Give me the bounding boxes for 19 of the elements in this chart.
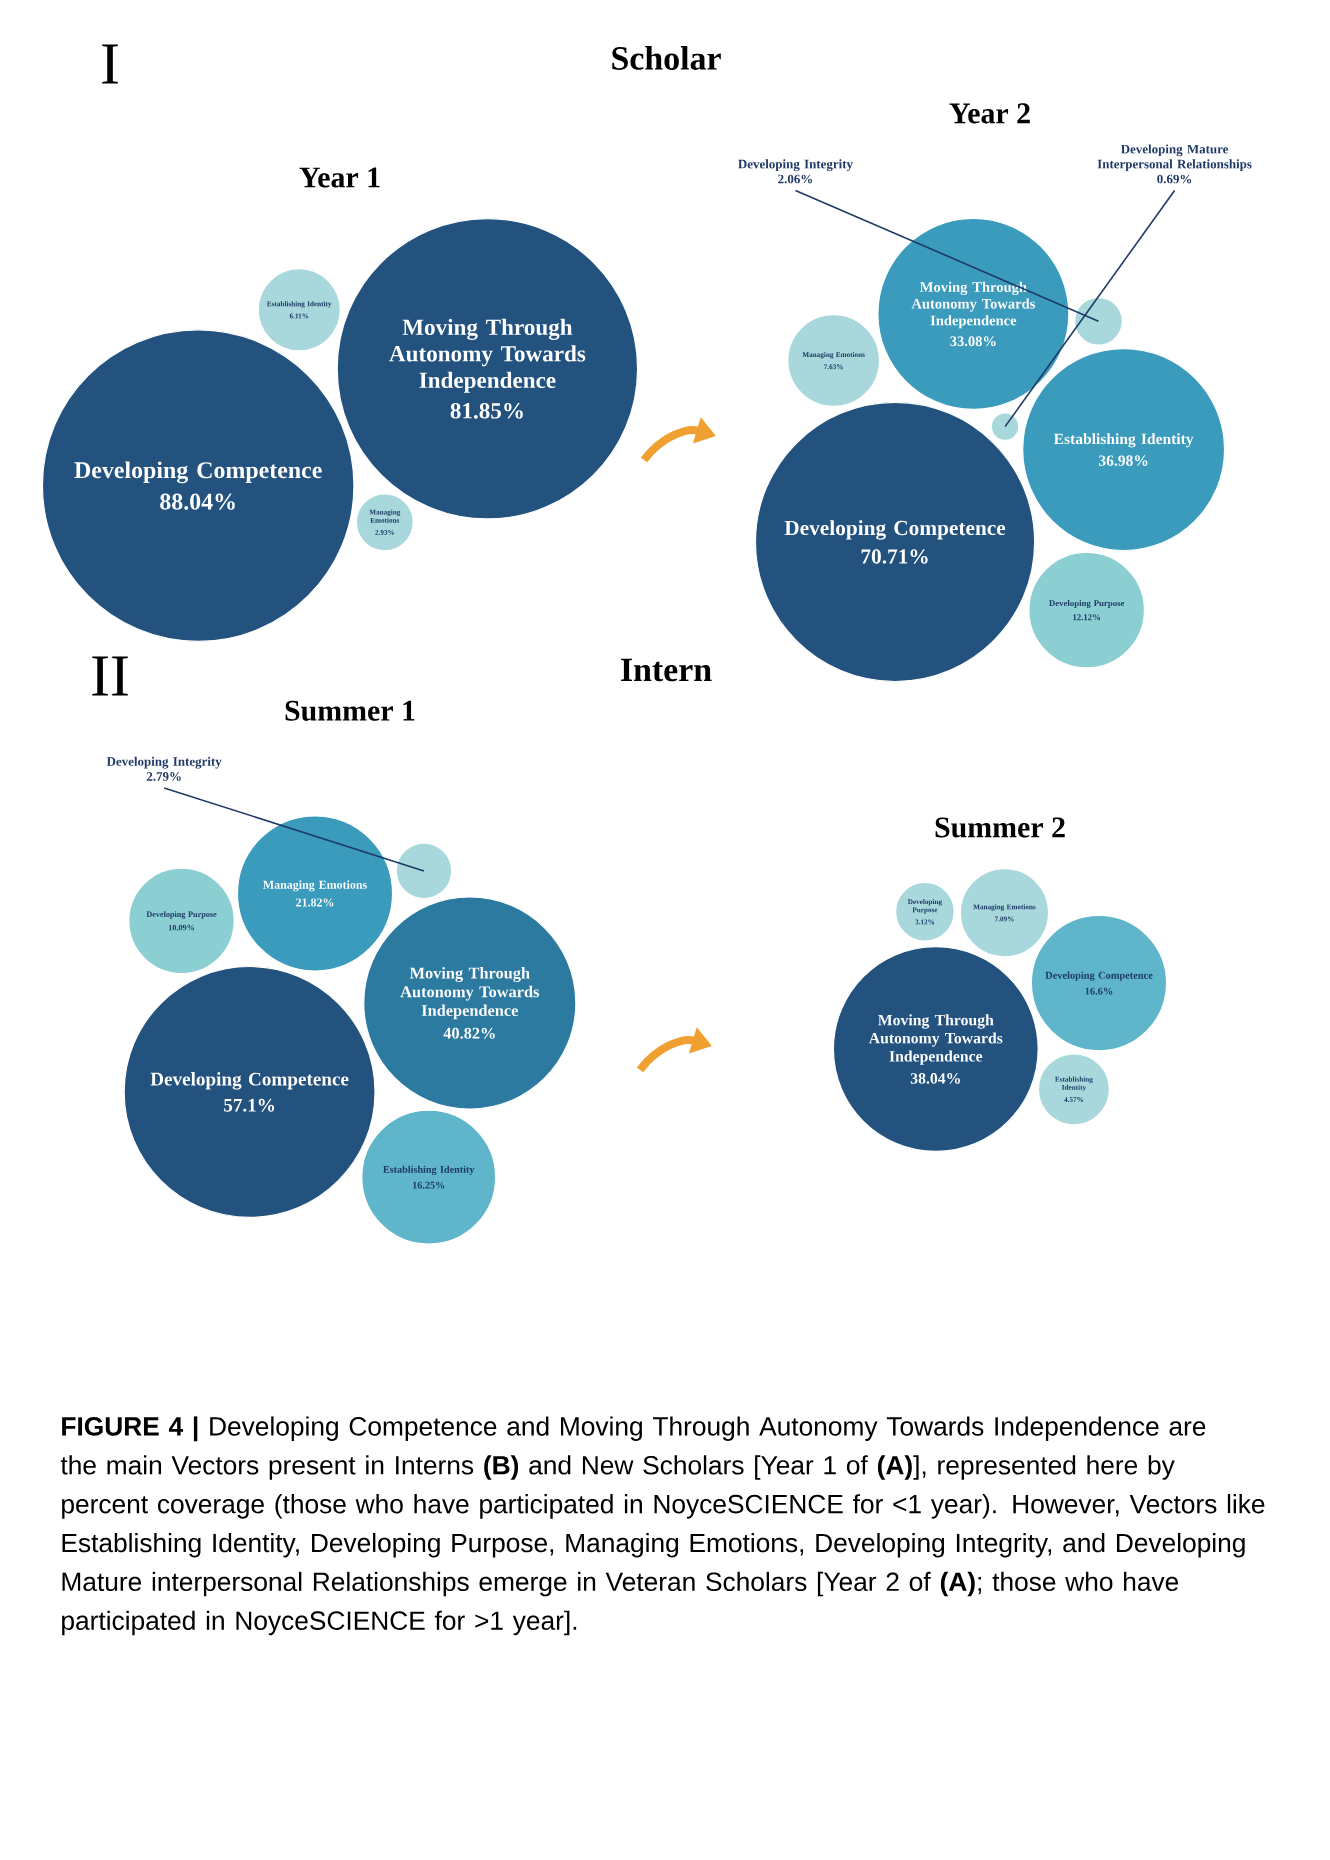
data-label: 88.04% [160, 493, 235, 510]
text: Summer 2 [935, 817, 1065, 838]
text: II [92, 656, 128, 696]
text: Scholar [612, 46, 721, 70]
text: I [102, 44, 118, 84]
text: FIGURE 4 | Developing Competence and Moving Through Autonomy Towards Independence are the main Vectors present in Interns (B) and New Scholars [Year 1 of (A)], represented here by percent coverage (those who have participated in NoyceSCIENCE for <1 year). However, Vectors like Establishing Identity, Developing Purpose, Managing Emotions, Developing Integrity, and Developing Mature interpersonal Relationships emerge in Veteran Scholars [Year 2 of (A); those who have participated in NoyceSCIENCE for >1 year]. [60, 1416, 1265, 1636]
text: Intern [621, 658, 712, 682]
category-label: Developing Competence [784, 520, 1006, 540]
text: Summer 1 [285, 700, 415, 721]
text: Year 2 [949, 103, 1030, 124]
data-label: 70.71% [861, 549, 928, 564]
category-label: Moving Through Autonomy Towards Independence [400, 967, 540, 1020]
text: Year 1 [299, 167, 380, 188]
data-label: 81.85% [450, 402, 523, 419]
category-label: Developing Competence [150, 1072, 349, 1090]
data-label: 57.1% [224, 1098, 275, 1112]
category-label: Developing Competence [74, 461, 322, 484]
data-label: 40.82% [443, 1027, 495, 1039]
category-label: Moving Through Autonomy Towards Independence [389, 318, 586, 393]
